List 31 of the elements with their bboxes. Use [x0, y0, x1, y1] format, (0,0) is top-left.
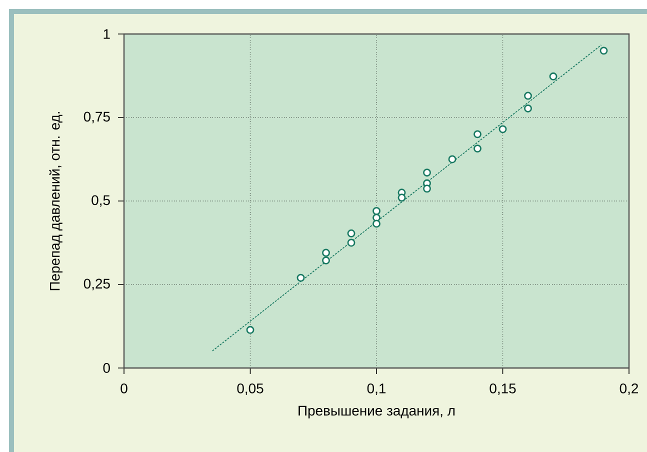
x-tick-label: 0,05	[237, 383, 264, 396]
point	[372, 220, 380, 228]
point	[246, 326, 254, 334]
point	[423, 184, 431, 193]
point	[347, 238, 356, 247]
x-tick-label: 0,2	[620, 383, 638, 396]
point	[474, 130, 482, 138]
point	[347, 229, 356, 238]
point	[549, 72, 558, 80]
point	[498, 125, 507, 134]
point	[524, 92, 532, 100]
y-tick-label: 1	[104, 29, 110, 39]
point	[600, 46, 608, 55]
point	[322, 248, 330, 257]
point	[448, 155, 456, 164]
point	[474, 144, 482, 153]
x-tick-label: 0	[120, 383, 128, 394]
point	[322, 256, 330, 264]
y-tick-label: 0,75	[84, 112, 110, 124]
point	[423, 168, 431, 177]
x-tick-label: 0,15	[490, 383, 516, 396]
y-tick-label: 0,25	[84, 278, 110, 290]
point	[372, 207, 380, 215]
x-axis-title: Превышение задания, л	[298, 406, 455, 418]
point	[398, 194, 406, 202]
y-axis-title: Перепад давлений, отн. ед.	[49, 112, 62, 290]
y-tick-label: 0	[103, 363, 110, 373]
point	[296, 274, 305, 282]
x-tick-label: 0,1	[367, 383, 386, 396]
point	[524, 104, 532, 112]
y-tick-label: 0,5	[92, 195, 110, 207]
